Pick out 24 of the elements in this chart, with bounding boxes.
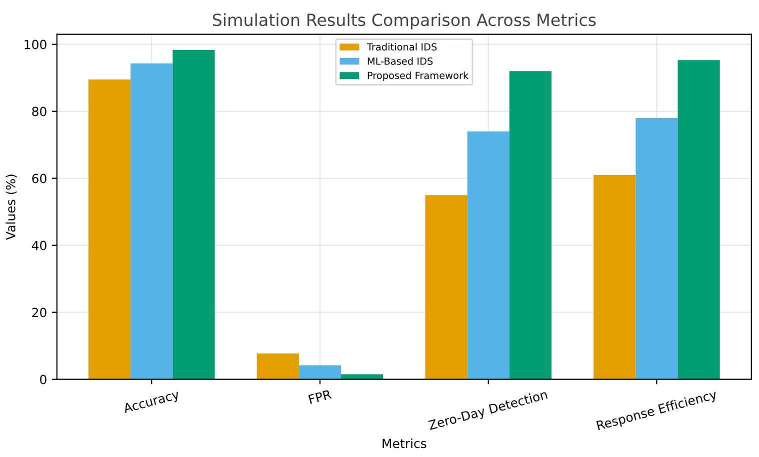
bar [130, 63, 173, 380]
y-tick-label: 80 [32, 106, 46, 116]
y-axis-title: Values (%) [6, 174, 17, 240]
legend-label: ML-Based IDS [368, 57, 433, 65]
bar [594, 174, 636, 380]
y-tick-label: 60 [32, 174, 46, 184]
x-tick-label: FPR [308, 389, 332, 404]
chart-title: Simulation Results Comparison Across Metrics [212, 13, 596, 30]
bar [509, 71, 552, 380]
bar [88, 80, 131, 380]
bar [467, 131, 510, 380]
x-axis-title: Metrics [382, 438, 426, 448]
y-tick-label: 20 [32, 308, 46, 318]
bar [172, 50, 215, 380]
bar [678, 60, 720, 380]
bar [298, 365, 342, 380]
y-tick-label: 40 [32, 240, 46, 250]
y-tick-label: 100 [24, 40, 46, 50]
legend-label: Traditional IDS [366, 43, 437, 51]
legend-label: Proposed Framework [368, 72, 469, 81]
bar [636, 118, 678, 380]
bar [425, 195, 468, 380]
bar [256, 354, 299, 380]
y-tick-label: 0 [40, 374, 46, 384]
